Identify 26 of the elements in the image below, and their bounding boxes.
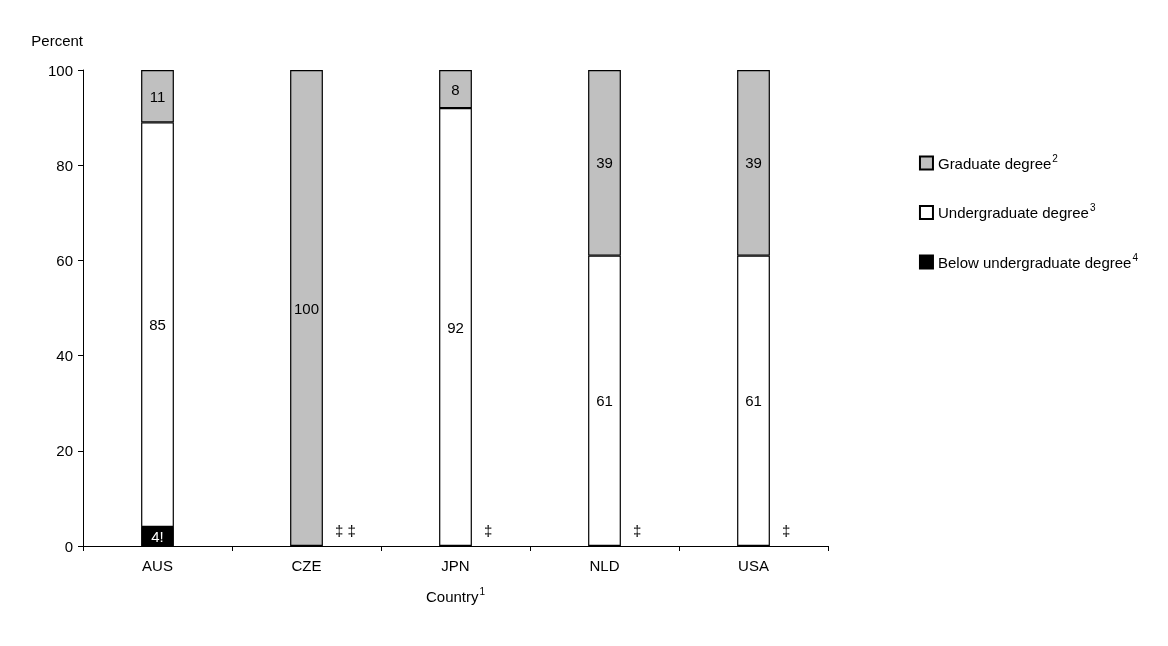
- x-tick-label: CZE: [291, 557, 322, 574]
- annotation: ‡ ‡: [334, 522, 356, 539]
- y-tick-label: 80: [56, 156, 73, 174]
- y-tick-label: 100: [47, 61, 73, 79]
- x-tick-label: NLD: [589, 557, 620, 574]
- data-label: 39: [745, 154, 762, 172]
- data-label: 61: [596, 392, 613, 410]
- annotation: ‡: [632, 522, 642, 539]
- x-tick-label: JPN: [441, 557, 470, 574]
- data-label: 39: [596, 154, 613, 172]
- y-tick-label: 40: [56, 347, 73, 365]
- data-label: 61: [745, 392, 762, 410]
- y-tick-label: 20: [56, 442, 73, 460]
- data-label: 11: [149, 87, 166, 105]
- x-tick-label: AUS: [142, 557, 173, 574]
- y-tick-label: 0: [64, 537, 73, 555]
- annotation: ‡: [483, 522, 493, 539]
- data-label: 100: [293, 299, 320, 317]
- x-tick-label: USA: [738, 557, 769, 574]
- annotation: ‡: [781, 522, 791, 539]
- data-label: 8: [451, 80, 460, 98]
- y-axis-title: Percent: [31, 32, 84, 49]
- y-tick-label: 60: [56, 251, 73, 269]
- data-label: 85: [149, 316, 166, 334]
- data-label: 92: [447, 318, 464, 336]
- data-label: 4!: [151, 527, 164, 545]
